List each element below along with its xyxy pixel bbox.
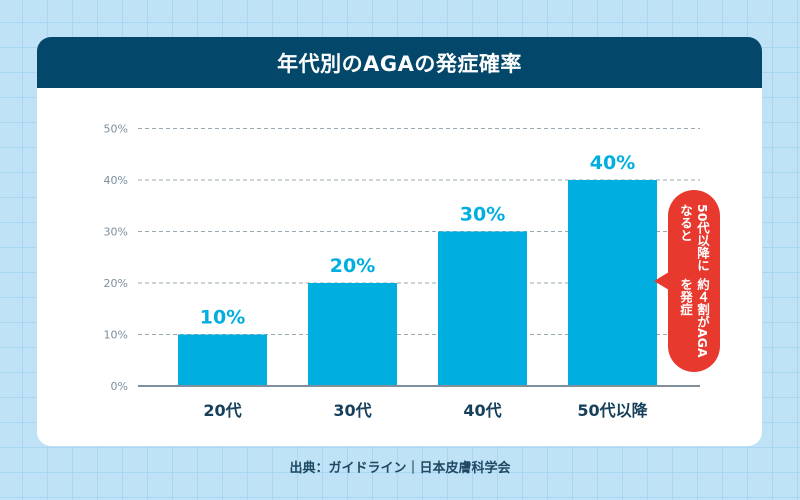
bar bbox=[308, 283, 397, 386]
x-tick-label: 30代 bbox=[333, 401, 371, 420]
source-note: 出典：ガイドライン｜日本皮膚科学会 bbox=[289, 461, 511, 476]
data-label: 10% bbox=[200, 307, 245, 329]
annotation-line-1: 50代以降になると bbox=[678, 204, 710, 272]
data-label: 30% bbox=[460, 204, 505, 226]
bar bbox=[568, 180, 657, 386]
y-tick-label: 10% bbox=[104, 329, 128, 342]
bar bbox=[438, 231, 527, 386]
y-tick-label: 0% bbox=[111, 380, 128, 393]
bar bbox=[178, 334, 267, 386]
data-label: 40% bbox=[590, 152, 635, 174]
y-tick-label: 40% bbox=[104, 174, 128, 187]
y-tick-label: 20% bbox=[104, 277, 128, 290]
data-label: 20% bbox=[330, 255, 375, 277]
annotation-callout: 50代以降になると 約４割がAGAを発症 bbox=[654, 190, 720, 372]
chart-title: 年代別のAGAの発症確率 bbox=[37, 37, 762, 88]
annotation-line-2: 約４割がAGAを発症 bbox=[678, 277, 710, 358]
x-tick-label: 20代 bbox=[203, 401, 241, 420]
x-tick-label: 50代以降 bbox=[577, 401, 648, 420]
x-tick-label: 40代 bbox=[463, 401, 501, 420]
y-tick-label: 50% bbox=[104, 123, 128, 136]
y-tick-label: 30% bbox=[104, 226, 128, 239]
